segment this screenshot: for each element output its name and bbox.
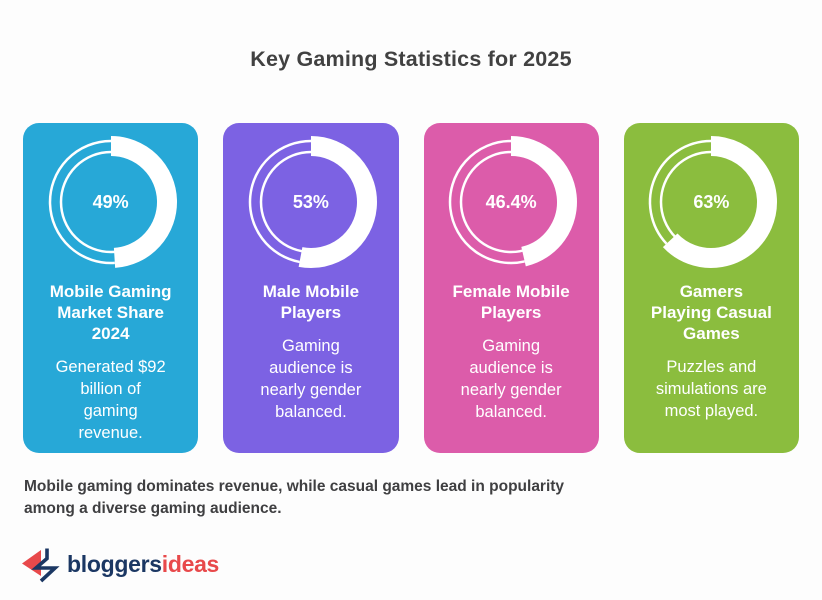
- card-title: Mobile Gaming Market Share 2024: [49, 282, 172, 343]
- donut-chart: 63%: [641, 132, 781, 272]
- donut-ring: [649, 136, 778, 268]
- stat-card-female-mobile-players: 46.4% Female Mobile Players Gaming audie…: [423, 123, 599, 453]
- bloggersideas-logo: bloggers ideas: [20, 544, 219, 584]
- summary-text: Mobile gaming dominates revenue, while c…: [24, 478, 565, 517]
- donut-chart: 49%: [41, 132, 181, 272]
- stat-cards-row: 49% Mobile Gaming Market Share 2024 Gene…: [23, 123, 799, 453]
- card-description: Puzzles and simulations are most played.: [655, 358, 767, 420]
- page-title: Key Gaming Statistics for 2025: [250, 47, 572, 71]
- donut-percentage-label: 53%: [292, 191, 329, 212]
- stat-card-male-mobile-players: 53% Male Mobile Players Gaming audience …: [223, 123, 399, 453]
- donut-percentage-label: 46.4%: [485, 191, 537, 212]
- stat-card-mobile-gaming-market-share: 49% Mobile Gaming Market Share 2024 Gene…: [23, 123, 199, 453]
- card-title: Gamers Playing Casual Games: [650, 282, 772, 343]
- donut-chart: 46.4%: [441, 132, 581, 272]
- donut-ring: [448, 136, 578, 267]
- donut-chart: 53%: [241, 132, 381, 272]
- brand-wordmark: bloggers ideas: [67, 551, 219, 578]
- card-title: Male Mobile Players: [262, 282, 360, 322]
- donut-percentage-label: 63%: [693, 191, 730, 212]
- card-title: Female Mobile Players: [452, 282, 570, 322]
- brand-name-secondary: ideas: [161, 550, 220, 577]
- donut-percentage-label: 49%: [92, 191, 129, 212]
- bloggersideas-play-bolt-icon: [22, 548, 60, 583]
- stat-card-casual-games: 63% Gamers Playing Casual Games Puzzles …: [623, 123, 799, 453]
- card-description: Gaming audience is nearly gender balance…: [460, 337, 562, 421]
- donut-ring: [48, 136, 177, 268]
- donut-ring: [248, 136, 377, 268]
- brand-name-primary: bloggers: [67, 550, 162, 577]
- card-description: Gaming audience is nearly gender balance…: [260, 337, 362, 421]
- card-description: Generated $92 billion of gaming revenue.: [55, 358, 166, 442]
